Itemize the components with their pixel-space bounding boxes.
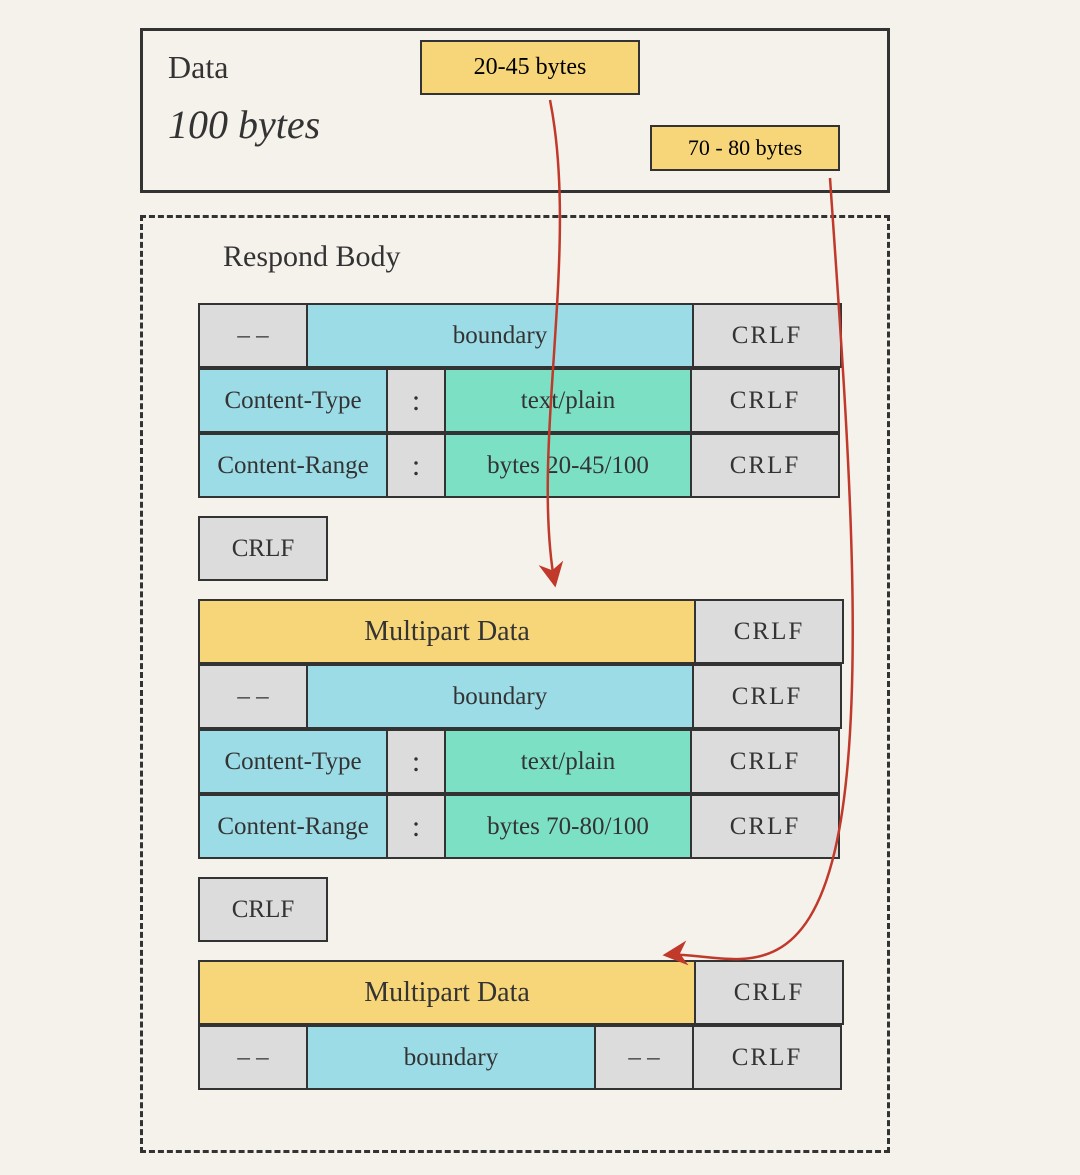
dash-cell: – – <box>594 1025 694 1090</box>
multipart-data-row: Multipart Data CRLF <box>198 599 844 664</box>
crlf-cell: CRLF <box>692 1025 842 1090</box>
respond-body-title: Respond Body <box>223 240 401 274</box>
content-type-label: Content-Type <box>198 729 388 794</box>
boundary-cell: boundary <box>306 303 694 368</box>
colon-cell: : <box>386 729 446 794</box>
boundary-row: – – boundary CRLF <box>198 303 844 368</box>
crlf-cell: CRLF <box>690 368 840 433</box>
content-type-row: Content-Type : text/plain CRLF <box>198 729 844 794</box>
colon-cell: : <box>386 433 446 498</box>
crlf-cell: CRLF <box>690 794 840 859</box>
content-type-value: text/plain <box>444 368 692 433</box>
crlf-cell: CRLF <box>690 729 840 794</box>
crlf-cell: CRLF <box>198 877 328 942</box>
respond-body-box: Respond Body – – boundary CRLF Content-T… <box>140 215 890 1153</box>
multipart-data-cell: Multipart Data <box>198 599 696 664</box>
crlf-cell: CRLF <box>692 303 842 368</box>
final-boundary-row: – – boundary – – CRLF <box>198 1025 844 1090</box>
colon-cell: : <box>386 368 446 433</box>
data-size: 100 bytes <box>168 101 320 148</box>
content-range-row: Content-Range : bytes 20-45/100 CRLF <box>198 433 844 498</box>
multipart-data-row: Multipart Data CRLF <box>198 960 844 1025</box>
dash-cell: – – <box>198 1025 308 1090</box>
boundary-cell: boundary <box>306 1025 596 1090</box>
byte-range-tag-1: 20-45 bytes <box>420 40 640 95</box>
crlf-cell: CRLF <box>692 664 842 729</box>
multipart-data-cell: Multipart Data <box>198 960 696 1025</box>
multipart-grid: – – boundary CRLF Content-Type : text/pl… <box>198 303 844 1090</box>
content-type-value: text/plain <box>444 729 692 794</box>
boundary-cell: boundary <box>306 664 694 729</box>
boundary-row: – – boundary CRLF <box>198 664 844 729</box>
crlf-alone-row: CRLF <box>198 877 844 942</box>
colon-cell: : <box>386 794 446 859</box>
crlf-alone-row: CRLF <box>198 516 844 581</box>
byte-range-tag-2: 70 - 80 bytes <box>650 125 840 171</box>
dash-cell: – – <box>198 664 308 729</box>
dash-cell: – – <box>198 303 308 368</box>
content-type-label: Content-Type <box>198 368 388 433</box>
content-type-row: Content-Type : text/plain CRLF <box>198 368 844 433</box>
content-range-row: Content-Range : bytes 70-80/100 CRLF <box>198 794 844 859</box>
crlf-cell: CRLF <box>694 599 844 664</box>
content-range-value-1: bytes 20-45/100 <box>444 433 692 498</box>
data-title: Data <box>168 49 228 86</box>
content-range-label: Content-Range <box>198 433 388 498</box>
content-range-value-2: bytes 70-80/100 <box>444 794 692 859</box>
crlf-cell: CRLF <box>694 960 844 1025</box>
crlf-cell: CRLF <box>198 516 328 581</box>
crlf-cell: CRLF <box>690 433 840 498</box>
content-range-label: Content-Range <box>198 794 388 859</box>
